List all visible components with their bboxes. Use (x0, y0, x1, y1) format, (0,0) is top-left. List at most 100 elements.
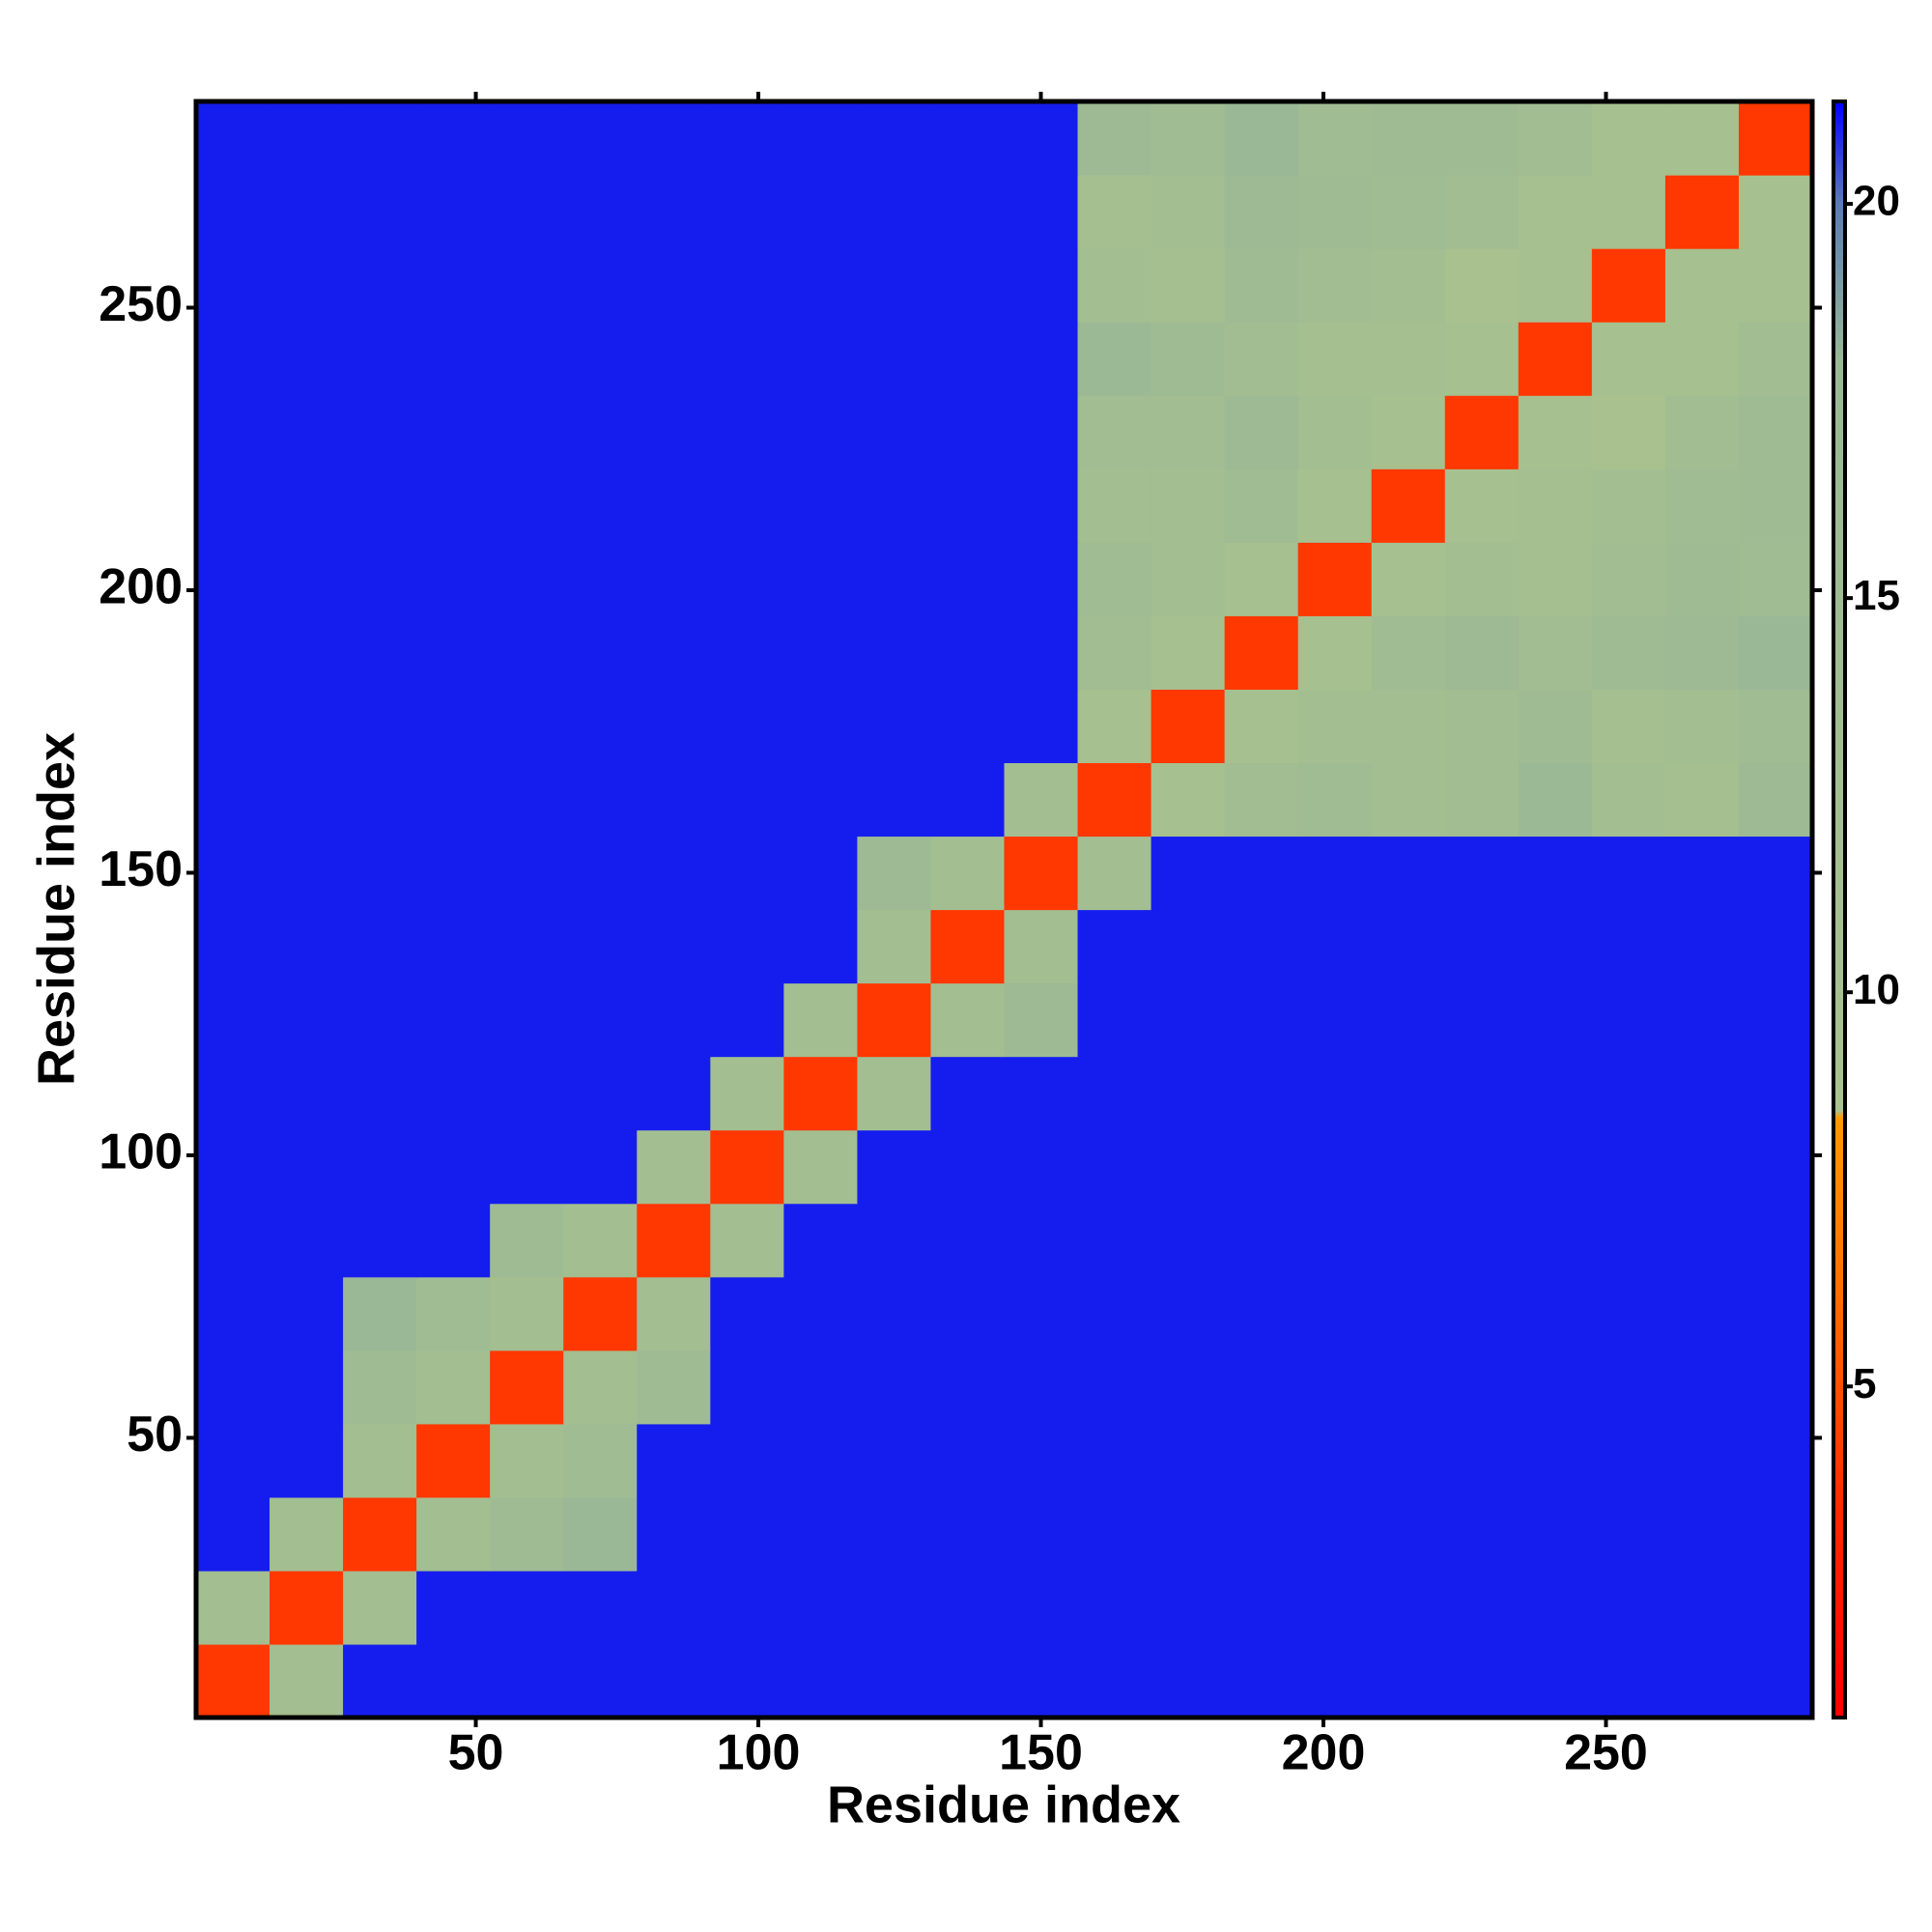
heatmap-cell (490, 248, 564, 323)
heatmap-cell (1151, 1423, 1226, 1498)
heatmap-cell (1518, 322, 1593, 396)
heatmap-cell (1591, 542, 1666, 616)
heatmap-cell (857, 909, 932, 984)
heatmap-cell (1518, 101, 1593, 176)
heatmap-cell (416, 469, 491, 543)
heatmap-cell (930, 762, 1006, 838)
heatmap-cell (416, 175, 491, 249)
heatmap-cell (1591, 689, 1666, 764)
heatmap-cell (1444, 762, 1520, 838)
heatmap-cell (857, 615, 932, 690)
heatmap-cell (196, 1203, 270, 1278)
heatmap-cell (490, 1350, 564, 1425)
heatmap-cell (1591, 909, 1666, 984)
plot-frame (193, 99, 1815, 1720)
heatmap-cell (1518, 982, 1593, 1058)
heatmap-cell (1664, 101, 1740, 176)
heatmap-cell (1444, 1423, 1520, 1498)
heatmap-cell (783, 1276, 859, 1351)
heatmap-cell (563, 395, 638, 469)
heatmap-cell (1004, 1276, 1079, 1351)
heatmap-cell (857, 1570, 932, 1645)
heatmap-cell (930, 1423, 1006, 1498)
heatmap-cell (563, 1643, 638, 1719)
heatmap-cell (343, 909, 417, 984)
x-tick-label: 150 (999, 1725, 1083, 1781)
heatmap-cell (1444, 1643, 1520, 1719)
heatmap-cell (1151, 1129, 1226, 1205)
heatmap-cell (270, 1350, 344, 1425)
heatmap-cell (1077, 322, 1152, 396)
heatmap-cell (1224, 1350, 1299, 1425)
heatmap-cell (270, 836, 344, 911)
heatmap-cell (490, 1643, 564, 1719)
heatmap-cell (1591, 395, 1666, 469)
heatmap-cell (1738, 1350, 1813, 1425)
heatmap-cell (270, 1496, 344, 1572)
heatmap-cell (1518, 1276, 1593, 1351)
heatmap-cell (637, 1276, 711, 1351)
heatmap-cell (1151, 542, 1226, 616)
heatmap-cell (710, 1423, 784, 1498)
heatmap-cell (1224, 982, 1299, 1058)
heatmap-cell (930, 1570, 1006, 1645)
heatmap-cell (1664, 762, 1740, 838)
heatmap-cell (563, 1056, 638, 1131)
heatmap-cell (1151, 1203, 1226, 1278)
heatmap-cell (930, 1643, 1006, 1719)
heatmap-cell (783, 1350, 859, 1425)
heatmap-cell (1004, 175, 1079, 249)
heatmap-cell (1004, 1203, 1079, 1278)
y-tick-label: 250 (99, 276, 183, 332)
heatmap-cell (1224, 322, 1299, 396)
heatmap-cell (1371, 615, 1446, 690)
heatmap-cell (343, 395, 417, 469)
heatmap-cell (1371, 762, 1446, 838)
heatmap-cell (1297, 762, 1373, 838)
heatmap-cell (490, 542, 564, 616)
heatmap-cell (1444, 1056, 1520, 1131)
heatmap-cell (343, 762, 417, 838)
heatmap-cell (1518, 1643, 1593, 1719)
heatmap-cell (1371, 542, 1446, 616)
heatmap-cell (563, 836, 638, 911)
heatmap-cell (1591, 615, 1666, 690)
heatmap-cell (1664, 1129, 1740, 1205)
heatmap-cell (270, 395, 344, 469)
heatmap-cell (270, 1423, 344, 1498)
heatmap-cell (1518, 909, 1593, 984)
heatmap-cell (343, 542, 417, 616)
x-tick-label: 250 (1564, 1725, 1648, 1781)
heatmap-cell (270, 248, 344, 323)
heatmap-cell (1664, 1570, 1740, 1645)
heatmap-cell (857, 1276, 932, 1351)
heatmap-cell (1224, 175, 1299, 249)
heatmap-cell (637, 1496, 711, 1572)
heatmap-cell (1297, 101, 1373, 176)
heatmap-cell (1664, 1496, 1740, 1572)
y-tick-label: 50 (127, 1406, 183, 1463)
colorbar-tick-label: 10 (1853, 966, 1900, 1013)
heatmap-cell (416, 1496, 491, 1572)
heatmap-cell (563, 1129, 638, 1205)
heatmap-cell (930, 542, 1006, 616)
heatmap-cell (1224, 101, 1299, 176)
heatmap-cell (490, 1056, 564, 1131)
heatmap-cell (857, 101, 932, 176)
heatmap-cell (857, 1056, 932, 1131)
heatmap-cell (1077, 615, 1152, 690)
heatmap-cell (783, 248, 859, 323)
heatmap-cell (1518, 762, 1593, 838)
heatmap-cell (1444, 1276, 1520, 1351)
heatmap-cell (1004, 1423, 1079, 1498)
heatmap-cell (270, 1203, 344, 1278)
heatmap-cell (416, 1423, 491, 1498)
heatmap-cell (1077, 248, 1152, 323)
heatmap-cell (1738, 248, 1813, 323)
heatmap-cell (783, 1203, 859, 1278)
heatmap-cell (1151, 982, 1226, 1058)
axes: 50 100 150 200 250 50 100 150 200 250 5 10 15 20 (99, 92, 1900, 1781)
heatmap-cell (1224, 469, 1299, 543)
heatmap-cell (1664, 469, 1740, 543)
heatmap-cell (343, 1570, 417, 1645)
